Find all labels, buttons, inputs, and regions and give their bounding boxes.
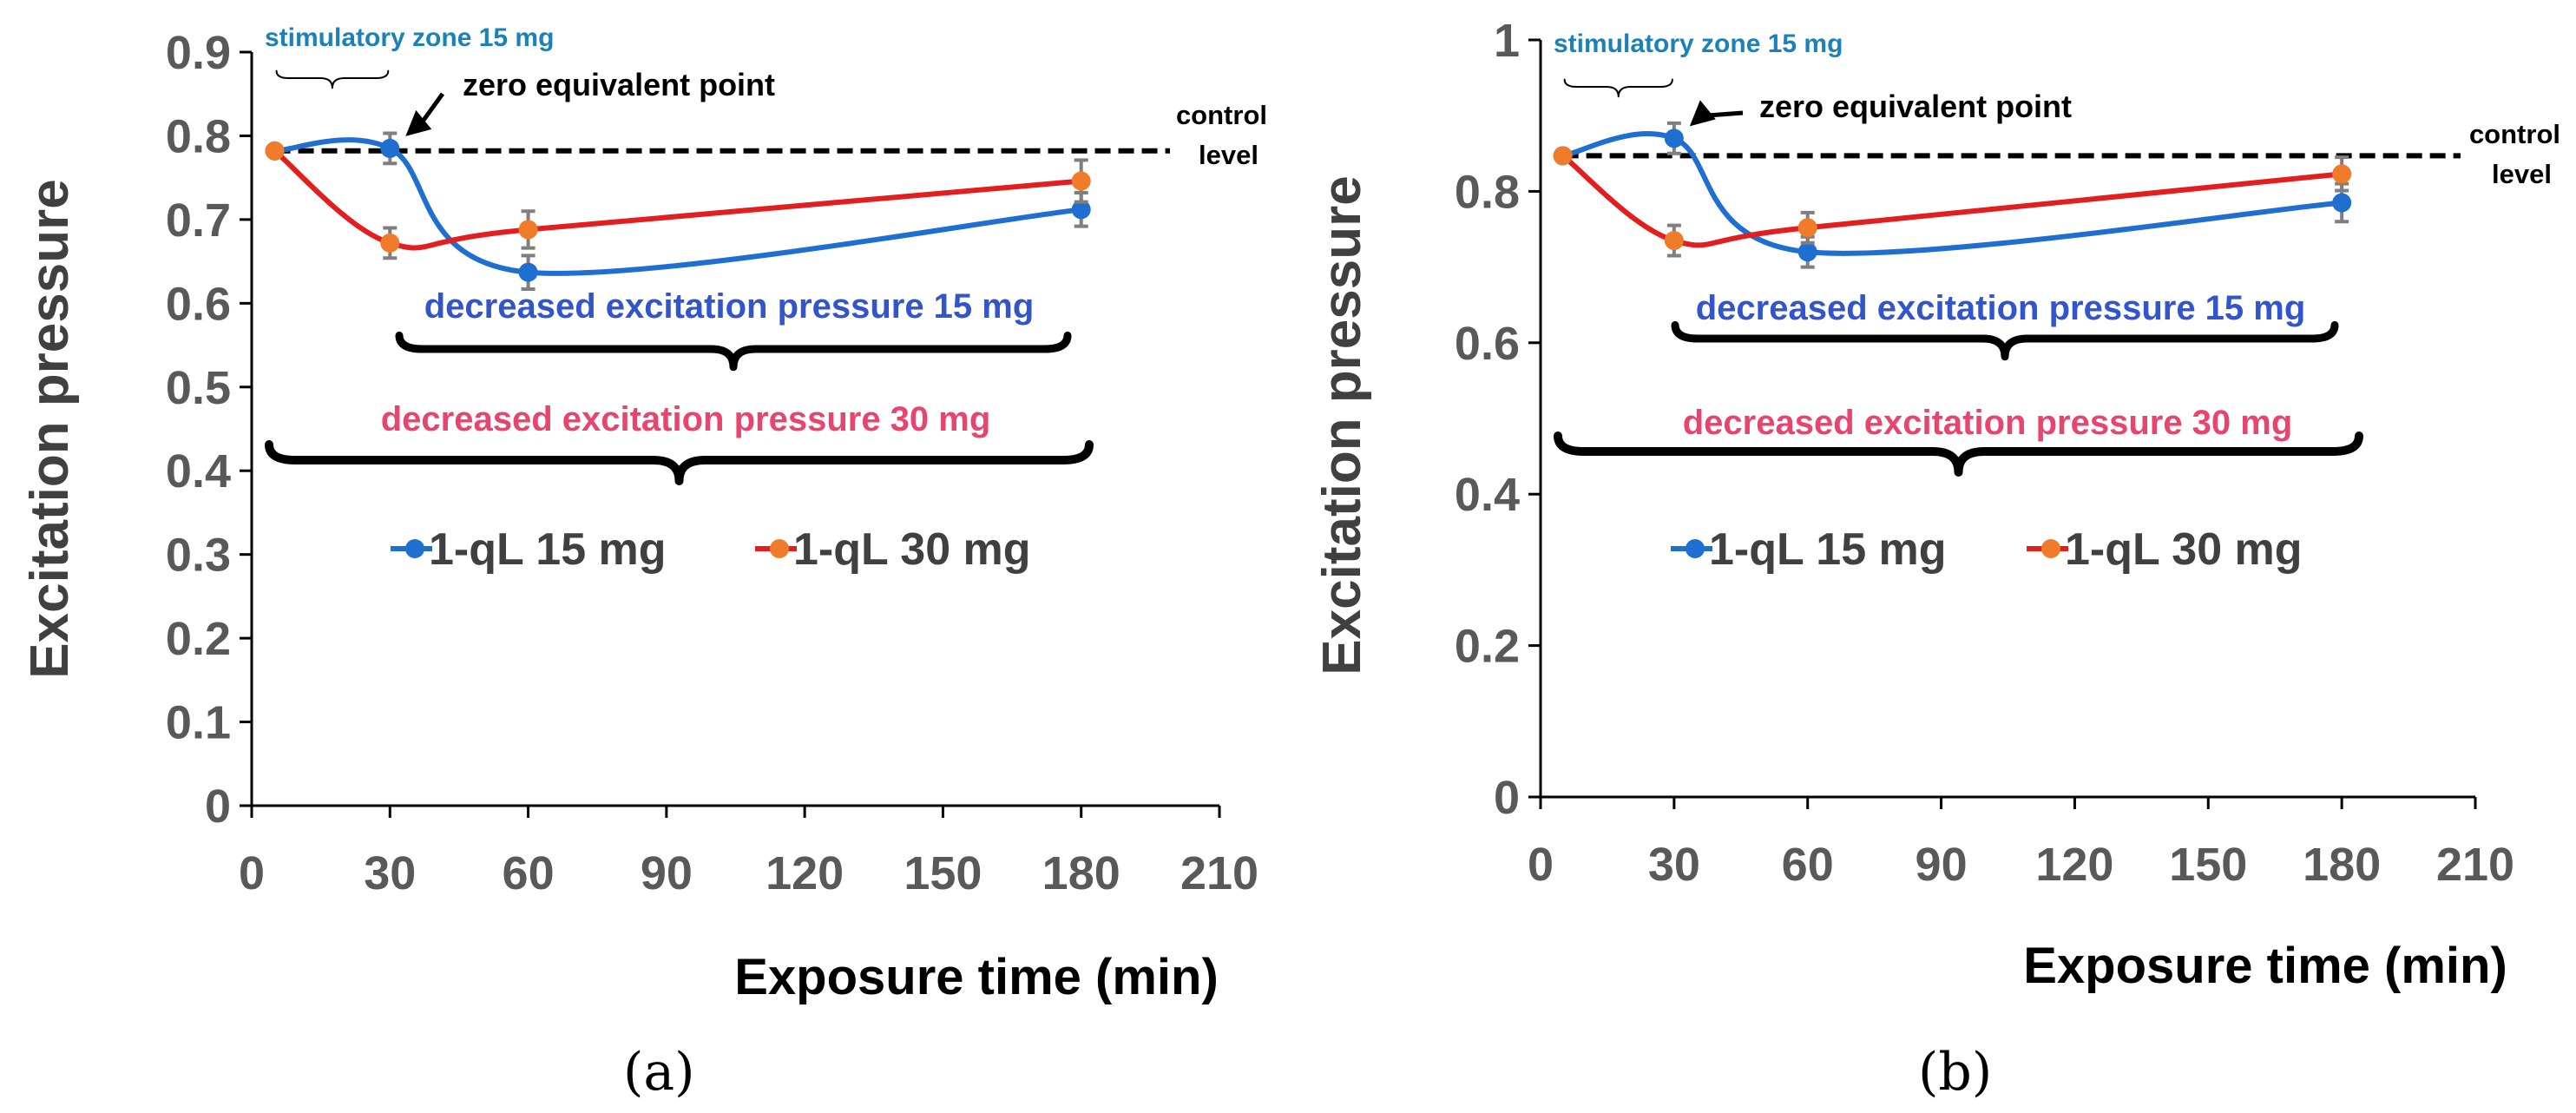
- x-tick-label: 150: [904, 847, 982, 899]
- legend-marker-30mg: [2041, 539, 2060, 558]
- series-line-30mg: [1561, 154, 2343, 248]
- decreased-30mg-label: decreased excitation pressure 30 mg: [381, 400, 991, 438]
- legend-label-30mg: 1-qL 30 mg: [2065, 524, 2303, 575]
- x-tick-label: 0: [239, 847, 265, 899]
- x-tick-label: 60: [1782, 839, 1834, 891]
- data-point-15mg: [380, 138, 400, 158]
- y-axis-title: Excitation pressure: [1312, 175, 1372, 675]
- y-tick-label: 0.2: [166, 613, 231, 665]
- x-tick-label: 60: [503, 847, 555, 899]
- x-tick-label: 180: [1042, 847, 1120, 899]
- x-axis-title: Exposure time (min): [734, 949, 1219, 1005]
- y-tick-label: 0.9: [166, 27, 231, 79]
- data-point-30mg: [1553, 146, 1573, 166]
- zero-equivalent-label: zero equivalent point: [463, 67, 775, 102]
- y-tick-label: 0.5: [166, 362, 231, 414]
- x-axis-title: Exposure time (min): [2023, 938, 2507, 994]
- legend-label-15mg: 1-qL 15 mg: [1709, 524, 1947, 575]
- stimulatory-zone-brace: [1563, 78, 1673, 98]
- y-axis-title: Excitation pressure: [20, 179, 80, 678]
- data-point-30mg: [1664, 231, 1684, 251]
- data-point-15mg: [1797, 242, 1817, 262]
- x-tick-label: 210: [2436, 839, 2514, 891]
- data-point-30mg: [265, 141, 285, 161]
- y-tick-label: 0.4: [1455, 469, 1520, 521]
- y-tick-label: 0.8: [1455, 166, 1520, 218]
- series-line-15mg: [274, 137, 1082, 276]
- panel-label-a: (a): [623, 1042, 695, 1103]
- stimulatory-zone-label: stimulatory zone 15 mg: [265, 23, 554, 52]
- x-tick-label: 120: [2035, 839, 2113, 891]
- legend-marker-15mg: [1686, 539, 1705, 558]
- y-tick-label: 0.6: [1455, 318, 1520, 370]
- x-tick-label: 150: [2169, 839, 2247, 891]
- data-point-30mg: [1797, 218, 1817, 238]
- legend-label-15mg: 1-qL 15 mg: [429, 524, 667, 575]
- decreased-15mg-label: decreased excitation pressure 15 mg: [1696, 289, 2306, 327]
- y-tick-label: 0: [205, 780, 231, 833]
- legend-marker-30mg: [770, 539, 789, 558]
- data-point-30mg: [518, 220, 538, 240]
- y-tick-label: 1: [1494, 15, 1520, 67]
- data-point-15mg: [1071, 200, 1091, 220]
- decreased-15mg-brace: [395, 331, 1072, 372]
- zero-arrow-head: [405, 109, 432, 136]
- y-tick-label: 0.2: [1455, 621, 1520, 673]
- data-point-30mg: [1071, 171, 1091, 191]
- x-tick-label: 0: [1528, 839, 1554, 891]
- x-tick-label: 30: [1648, 839, 1700, 891]
- y-tick-label: 0.1: [166, 697, 231, 749]
- panel-label-b: (b): [1918, 1042, 1993, 1103]
- y-tick-label: 0.3: [166, 530, 231, 582]
- control-label-line1: control: [1176, 100, 1267, 130]
- x-tick-label: 210: [1180, 847, 1258, 899]
- y-tick-label: 0.8: [166, 110, 231, 162]
- x-tick-label: 90: [641, 847, 693, 899]
- data-point-15mg: [518, 262, 538, 282]
- x-tick-label: 180: [2303, 839, 2381, 891]
- x-tick-label: 90: [1916, 839, 1968, 891]
- y-tick-label: 0.6: [166, 278, 231, 330]
- decreased-30mg-label: decreased excitation pressure 30 mg: [1683, 404, 2293, 442]
- decreased-15mg-brace: [1671, 320, 2339, 361]
- data-point-15mg: [2332, 193, 2352, 213]
- zero-equivalent-label: zero equivalent point: [1759, 89, 2072, 124]
- decreased-15mg-label: decreased excitation pressure 15 mg: [424, 287, 1035, 326]
- stimulatory-zone-label: stimulatory zone 15 mg: [1554, 30, 1843, 58]
- y-tick-label: 0: [1494, 772, 1520, 824]
- data-point-15mg: [1664, 128, 1684, 148]
- y-tick-label: 0.4: [166, 445, 231, 497]
- series-line-30mg: [273, 148, 1081, 251]
- y-tick-label: 0.7: [166, 194, 231, 247]
- decreased-30mg-brace: [1554, 431, 2363, 477]
- control-label-line1: control: [2469, 119, 2560, 149]
- control-label-line2: level: [1199, 140, 1258, 170]
- control-label-line2: level: [2492, 159, 2552, 189]
- x-tick-label: 30: [364, 847, 416, 899]
- decreased-30mg-brace: [265, 440, 1094, 485]
- legend-label-30mg: 1-qL 30 mg: [793, 524, 1031, 575]
- zero-arrow-head: [1689, 100, 1716, 127]
- x-tick-label: 120: [766, 847, 844, 899]
- stimulatory-zone-brace: [275, 69, 390, 89]
- data-point-30mg: [2332, 164, 2352, 184]
- series-line-15mg: [1562, 131, 2343, 256]
- legend-marker-15mg: [405, 539, 424, 558]
- data-point-30mg: [380, 233, 400, 253]
